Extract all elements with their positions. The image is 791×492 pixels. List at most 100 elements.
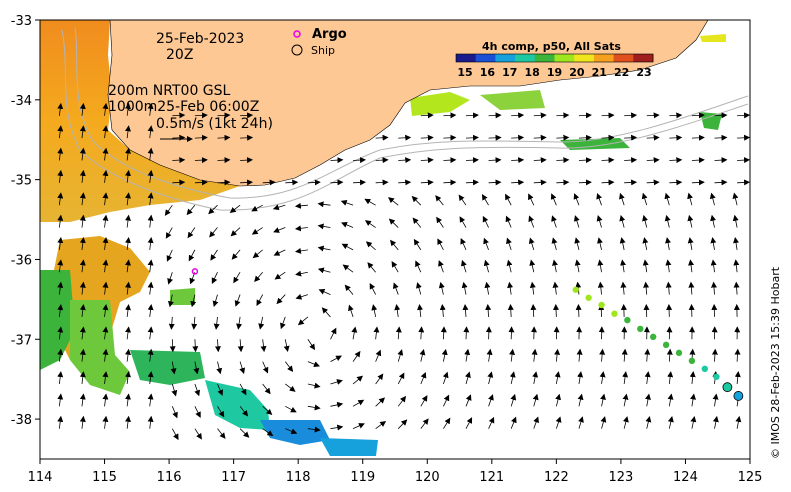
current-arrow — [550, 193, 557, 206]
current-arrow — [712, 393, 719, 407]
current-arrow — [229, 204, 241, 214]
current-arrow — [212, 294, 219, 308]
current-arrow — [463, 326, 470, 340]
current-arrow — [443, 134, 457, 141]
current-arrow — [710, 214, 716, 228]
current-arrow — [285, 428, 298, 435]
current-arrow — [690, 393, 696, 407]
current-arrow — [330, 327, 337, 340]
current-arrow — [509, 371, 516, 385]
current-arrow — [172, 134, 186, 141]
current-arrow — [166, 249, 173, 262]
current-arrow — [239, 361, 246, 375]
current-arrow — [240, 112, 254, 119]
current-arrow — [511, 157, 525, 164]
current-arrow — [737, 112, 750, 119]
current-arrow — [443, 417, 451, 429]
current-arrow — [488, 157, 502, 164]
current-arrow — [125, 169, 131, 183]
current-arrow — [240, 157, 254, 164]
current-arrow — [667, 415, 674, 429]
current-arrow — [483, 237, 489, 251]
current-arrow — [307, 382, 321, 389]
current-arrow — [240, 179, 254, 186]
current-arrow — [147, 236, 154, 250]
current-arrow — [397, 349, 404, 362]
colorbar-tick-label: 19 — [547, 66, 562, 79]
current-arrow — [641, 192, 648, 206]
current-arrow — [442, 371, 449, 385]
current-arrow — [552, 281, 559, 295]
current-arrow — [168, 316, 175, 330]
current-arrow — [530, 303, 537, 317]
current-arrow — [418, 326, 425, 340]
current-arrow — [737, 179, 750, 186]
current-arrow — [487, 371, 494, 385]
current-arrow — [102, 393, 109, 407]
current-arrow — [443, 157, 457, 164]
current-arrow — [57, 371, 64, 385]
current-arrow — [352, 423, 365, 430]
current-arrow — [57, 393, 64, 407]
current-arrow — [438, 260, 444, 273]
current-arrow — [597, 237, 603, 250]
current-arrow — [687, 214, 694, 228]
x-tick-label: 122 — [544, 470, 569, 485]
current-arrow — [125, 259, 131, 273]
x-tick-label: 114 — [28, 470, 53, 485]
current-arrow — [556, 179, 570, 186]
current-arrow — [260, 339, 267, 353]
current-arrow — [79, 147, 86, 161]
current-arrow — [600, 393, 606, 407]
current-arrow — [57, 326, 64, 340]
current-arrow — [666, 348, 673, 362]
ship-track-point — [637, 325, 644, 333]
current-arrow — [367, 262, 376, 273]
x-tick-label: 121 — [479, 470, 504, 485]
current-arrow — [172, 112, 186, 119]
current-arrow — [295, 270, 308, 277]
colorbar-tick-label: 15 — [457, 66, 472, 79]
current-arrow — [597, 259, 604, 273]
current-arrow — [79, 102, 86, 116]
current-arrow — [57, 192, 64, 206]
current-arrow — [528, 215, 535, 228]
current-arrow — [669, 179, 683, 186]
current-arrow — [461, 259, 467, 273]
current-arrow — [364, 220, 376, 228]
current-arrow — [440, 326, 447, 340]
current-arrow — [317, 201, 331, 208]
current-arrow — [283, 339, 290, 353]
current-arrow — [465, 112, 479, 119]
current-arrow — [252, 249, 263, 259]
y-tick-label: -37 — [11, 333, 32, 348]
current-arrow — [102, 326, 109, 340]
ship-track-point — [722, 382, 733, 393]
current-arrow — [371, 304, 378, 318]
current-arrow — [533, 112, 547, 119]
current-arrow — [488, 394, 494, 407]
current-label-line2: 1000m25-Feb 06:00Z — [108, 99, 259, 115]
current-arrow — [691, 112, 705, 119]
current-arrow — [691, 157, 705, 164]
current-arrow — [732, 192, 739, 206]
current-arrow — [732, 214, 739, 228]
current-arrow — [330, 355, 342, 362]
current-arrow — [555, 393, 561, 407]
current-arrow — [192, 339, 199, 353]
current-arrow — [688, 281, 695, 295]
current-arrow — [375, 373, 384, 385]
current-arrow — [187, 227, 196, 239]
current-arrow — [435, 195, 444, 206]
current-arrow — [353, 157, 367, 164]
colorbar-swatch — [613, 54, 634, 62]
current-arrow — [147, 259, 154, 273]
current-arrow — [601, 179, 615, 186]
current-arrow — [147, 125, 154, 139]
current-arrow — [79, 214, 86, 228]
current-arrow — [556, 134, 570, 141]
current-arrow — [420, 112, 434, 119]
current-arrow — [79, 281, 86, 295]
current-arrow — [689, 371, 696, 385]
current-arrow — [554, 371, 561, 385]
